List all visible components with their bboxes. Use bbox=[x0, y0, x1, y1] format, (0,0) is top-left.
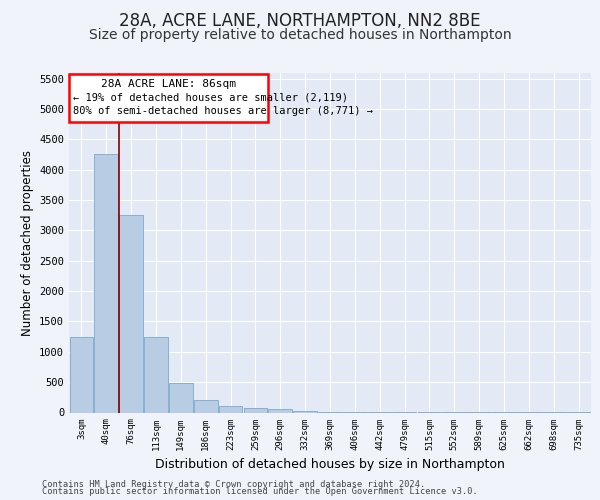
Bar bbox=[169, 384, 193, 412]
Bar bbox=[144, 336, 168, 412]
Text: Contains HM Land Registry data © Crown copyright and database right 2024.: Contains HM Land Registry data © Crown c… bbox=[42, 480, 425, 489]
Bar bbox=[244, 408, 267, 412]
Bar bbox=[94, 154, 118, 412]
Bar bbox=[219, 406, 242, 412]
FancyBboxPatch shape bbox=[69, 74, 268, 122]
Text: ← 19% of detached houses are smaller (2,119): ← 19% of detached houses are smaller (2,… bbox=[73, 92, 348, 102]
Text: Contains public sector information licensed under the Open Government Licence v3: Contains public sector information licen… bbox=[42, 488, 478, 496]
Bar bbox=[119, 215, 143, 412]
Text: 80% of semi-detached houses are larger (8,771) →: 80% of semi-detached houses are larger (… bbox=[73, 106, 373, 116]
Text: Size of property relative to detached houses in Northampton: Size of property relative to detached ho… bbox=[89, 28, 511, 42]
Y-axis label: Number of detached properties: Number of detached properties bbox=[20, 150, 34, 336]
Bar bbox=[70, 336, 93, 412]
X-axis label: Distribution of detached houses by size in Northampton: Distribution of detached houses by size … bbox=[155, 458, 505, 471]
Bar bbox=[293, 410, 317, 412]
Bar bbox=[268, 410, 292, 412]
Text: 28A, ACRE LANE, NORTHAMPTON, NN2 8BE: 28A, ACRE LANE, NORTHAMPTON, NN2 8BE bbox=[119, 12, 481, 30]
Text: 28A ACRE LANE: 86sqm: 28A ACRE LANE: 86sqm bbox=[101, 78, 236, 88]
Bar bbox=[194, 400, 218, 412]
